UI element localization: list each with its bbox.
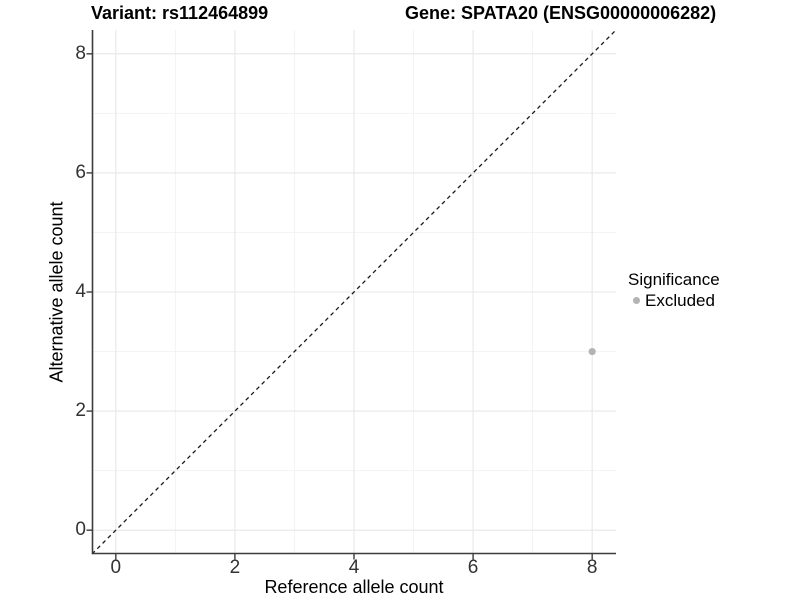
plot-svg (86, 29, 617, 560)
y-tick-label: 2 (75, 400, 86, 422)
identity-line (91, 29, 617, 555)
data-point (588, 347, 596, 356)
plot-title-variant: Variant: rs112464899 (91, 3, 269, 23)
y-tick-label: 8 (75, 42, 86, 64)
y-tick-label: 4 (75, 281, 86, 302)
legend-item: Excluded (628, 290, 720, 311)
x-tick-label: 0 (110, 557, 122, 578)
y-tick-label: 6 (75, 161, 86, 183)
legend: Significance Excluded (628, 269, 720, 311)
legend-key-dot-icon (633, 297, 640, 304)
x-tick-label: 8 (586, 557, 598, 578)
legend-title: Significance (628, 270, 720, 289)
x-axis-title: Reference allele count (264, 577, 444, 597)
plot-panel (86, 29, 617, 560)
x-tick-label: 6 (467, 557, 479, 578)
legend-item-label: Excluded (645, 291, 715, 310)
x-tick-label: 2 (229, 557, 241, 578)
x-tick-label: 4 (348, 557, 360, 578)
legend-items: Excluded (628, 290, 720, 311)
plot-title-gene: Gene: SPATA20 (ENSG00000006282) (405, 3, 717, 23)
y-tick-label: 0 (75, 519, 86, 541)
